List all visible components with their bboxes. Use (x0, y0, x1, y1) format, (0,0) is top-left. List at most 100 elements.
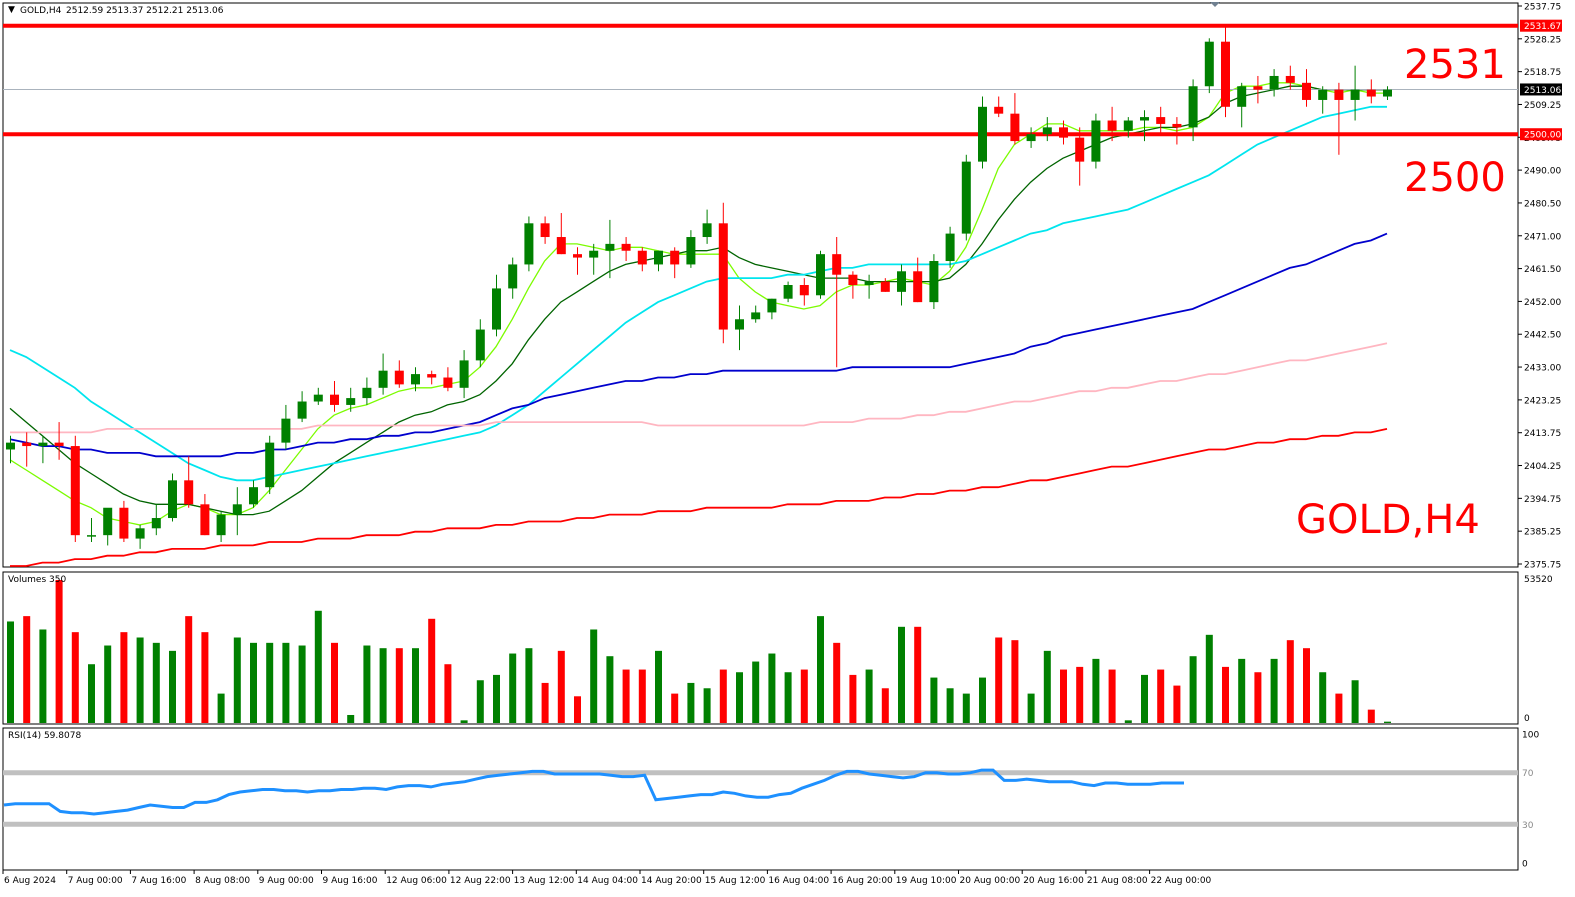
candle (1269, 69, 1279, 97)
price-tick-label: 2385.25 (1524, 528, 1561, 538)
volume-bar (1157, 669, 1165, 723)
volume-bar (574, 696, 581, 723)
candle-body (735, 319, 744, 330)
candle-body (751, 312, 761, 320)
volume-bar (428, 618, 436, 723)
volume-bar (655, 650, 662, 723)
candle-body (1237, 86, 1247, 107)
rsi-line-group: 100 70 30 0 (3, 731, 1539, 870)
price-tick-label: 2528.25 (1524, 35, 1561, 45)
time-tick-label: 6 Aug 2024 (4, 876, 56, 886)
volume-bar (298, 645, 306, 723)
price-tag-box (1520, 19, 1562, 32)
volume-bar (185, 616, 193, 723)
candle-body (443, 377, 453, 388)
candle-body (589, 250, 599, 258)
candle (961, 154, 971, 241)
candle-body (1123, 120, 1133, 131)
candle-body (1010, 113, 1020, 142)
volume-bar (363, 645, 371, 723)
candle (751, 305, 761, 323)
volume-bar (768, 653, 776, 723)
candle-body (1107, 120, 1117, 131)
volume-bar (1367, 709, 1375, 723)
price-tick-label: 2433.00 (1524, 364, 1561, 374)
price-tag-label: 2513.06 (1524, 86, 1561, 96)
candle (1253, 75, 1263, 104)
candle (70, 435, 80, 543)
chart-menu-icon[interactable]: ▼ (8, 5, 15, 15)
price-tick-label: 2452.00 (1524, 298, 1561, 308)
candle-body (427, 374, 437, 378)
candle-body (832, 254, 842, 275)
candle-body (573, 254, 582, 258)
candle (443, 367, 453, 392)
candle (1221, 24, 1230, 118)
candle (346, 387, 356, 412)
candle (897, 264, 906, 306)
candle (637, 247, 647, 272)
volume-axis-zero: 0 (1524, 714, 1530, 724)
candle (362, 377, 372, 405)
volume-bar (606, 656, 614, 723)
candle (38, 435, 48, 464)
candle-body (6, 442, 15, 450)
volume-bar (476, 680, 484, 723)
candle (848, 271, 858, 299)
ma-line-ma_slow (9, 85, 1387, 516)
volume-bar (217, 693, 225, 723)
price-tick-label: 2471.00 (1524, 232, 1561, 242)
candle (265, 435, 275, 495)
candle (427, 370, 437, 385)
candle-body (184, 480, 194, 505)
candle-body (265, 442, 275, 488)
candle-body (1059, 127, 1068, 138)
candle-body (686, 237, 696, 265)
volume-bar (1205, 634, 1213, 723)
candle (492, 274, 501, 337)
volume-bar (1303, 648, 1310, 723)
candle-body (929, 261, 939, 303)
candle (783, 281, 793, 303)
level-high-annotation: 2531 (1404, 42, 1506, 88)
candle (87, 518, 96, 543)
candle-body (103, 507, 113, 536)
candle (1091, 113, 1101, 169)
price-tick-label: 2480.50 (1524, 199, 1561, 209)
volume-bar (525, 648, 533, 723)
candle-body (362, 387, 372, 399)
volume-bar (849, 674, 857, 723)
candle-body (783, 285, 793, 299)
candle (767, 298, 777, 320)
volume-bar (233, 637, 241, 723)
volume-bar (719, 669, 727, 723)
candle (135, 524, 145, 549)
volume-bar (1384, 721, 1391, 723)
candle (508, 257, 518, 299)
horizontal-level-lines[interactable] (3, 23, 1518, 137)
time-tick-label: 19 Aug 10:00 (896, 876, 957, 886)
volume-bar (120, 632, 128, 723)
volume-bar (1108, 669, 1116, 723)
volume-bar (509, 653, 517, 723)
candle (686, 230, 696, 268)
chart-shift-marker-icon[interactable] (1210, 2, 1220, 7)
volume-bar (412, 648, 419, 723)
candle (394, 360, 404, 388)
candle-body (848, 274, 858, 285)
candle (297, 391, 307, 423)
candle (1010, 93, 1020, 145)
candle-body (978, 106, 987, 162)
candle (1383, 86, 1392, 100)
candle-body (913, 271, 923, 303)
rsi-axis-label: 0 (1522, 860, 1528, 870)
candle-body (767, 298, 777, 313)
volume-bar (347, 714, 355, 723)
volume-bar (152, 642, 160, 723)
candle-body (411, 374, 420, 385)
candle-body (1302, 82, 1311, 100)
time-tick-label: 7 Aug 00:00 (68, 876, 123, 886)
candle-body (168, 480, 177, 519)
